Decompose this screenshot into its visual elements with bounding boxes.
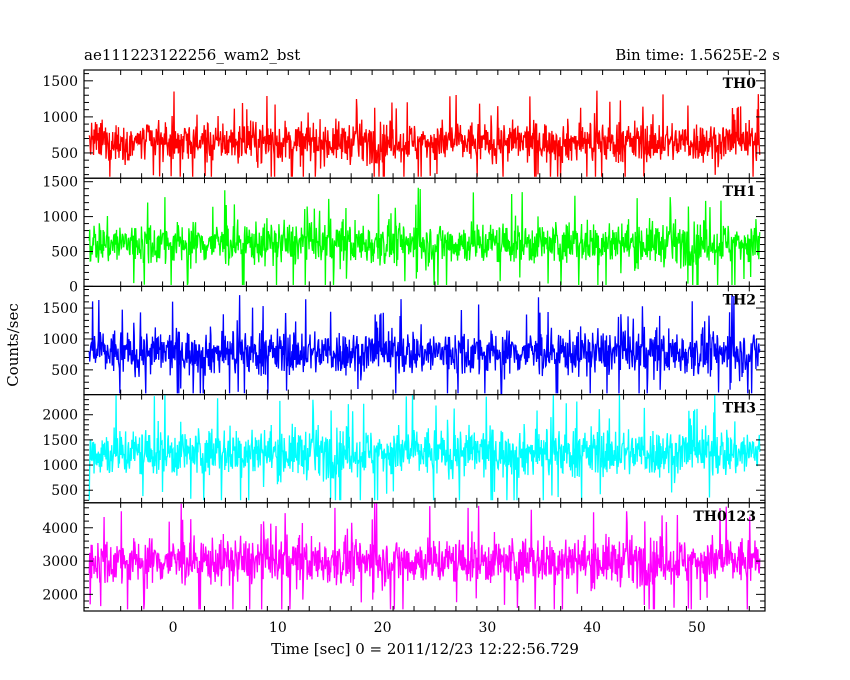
y-tick-label: 3000 bbox=[42, 554, 78, 570]
y-tick-label: 1000 bbox=[42, 332, 78, 348]
y-tick-label: 1000 bbox=[42, 210, 78, 226]
panel-frame bbox=[83, 502, 766, 612]
y-tick-label: 500 bbox=[51, 146, 78, 162]
y-tick-label: 1500 bbox=[42, 74, 78, 90]
y-tick-label: 1000 bbox=[42, 110, 78, 126]
x-tick-label: 40 bbox=[583, 620, 601, 636]
y-tick-label: 500 bbox=[51, 483, 78, 499]
panel-th1: 0 500 1000 1500 TH1 bbox=[42, 175, 766, 295]
x-axis-label: Time [sec] 0 = 2011/12/23 12:22:56.729 bbox=[271, 640, 579, 658]
y-tick-label: 1500 bbox=[42, 433, 78, 449]
y-tick-label: 0 bbox=[69, 279, 78, 295]
x-tick-label: 10 bbox=[269, 620, 287, 636]
series-label-th0123: TH0123 bbox=[693, 509, 756, 525]
y-tick-label: 2000 bbox=[42, 587, 78, 603]
series-line-th1 bbox=[88, 187, 761, 286]
series-line-th3 bbox=[88, 395, 761, 501]
x-tick-label: 50 bbox=[688, 620, 706, 636]
y-tick-label: 1500 bbox=[42, 175, 78, 191]
y-tick-label: 1000 bbox=[42, 458, 78, 474]
y-tick-label: 4000 bbox=[42, 521, 78, 537]
y-tick-label: 2000 bbox=[42, 408, 78, 424]
panel-th2: 500 1000 1500 TH2 bbox=[42, 285, 766, 396]
series-line-th0 bbox=[88, 90, 761, 177]
x-tick-label: 30 bbox=[478, 620, 496, 636]
panel-th0123: 2000 3000 4000 TH0123 bbox=[42, 502, 766, 612]
panels: 500 1000 1500 TH0 0 500 1000 1500 TH1 500 1000 1500… bbox=[42, 69, 766, 612]
panel-th3: 500 1000 1500 2000 TH3 bbox=[42, 394, 766, 504]
series-label-th0: TH0 bbox=[723, 76, 757, 92]
panel-th0: 500 1000 1500 TH0 bbox=[42, 69, 766, 179]
chart-title: ae111223122256_wam2_bst bbox=[84, 46, 300, 64]
x-tick-labels: 0 10 20 30 40 50 bbox=[169, 620, 706, 636]
series-label-th3: TH3 bbox=[723, 401, 756, 417]
y-axis-label: Counts/sec bbox=[4, 303, 22, 387]
series-line-th0123 bbox=[88, 503, 761, 610]
bin-time-label: Bin time: 1.5625E-2 s bbox=[615, 46, 780, 64]
series-label-th2: TH2 bbox=[723, 292, 756, 308]
x-tick-label: 0 bbox=[169, 620, 178, 636]
y-tick-label: 500 bbox=[51, 244, 78, 260]
x-tick-label: 20 bbox=[374, 620, 392, 636]
y-tick-label: 1500 bbox=[42, 301, 78, 317]
series-label-th1: TH1 bbox=[723, 184, 756, 200]
y-tick-label: 500 bbox=[51, 363, 78, 379]
series-line-th2 bbox=[88, 294, 761, 395]
